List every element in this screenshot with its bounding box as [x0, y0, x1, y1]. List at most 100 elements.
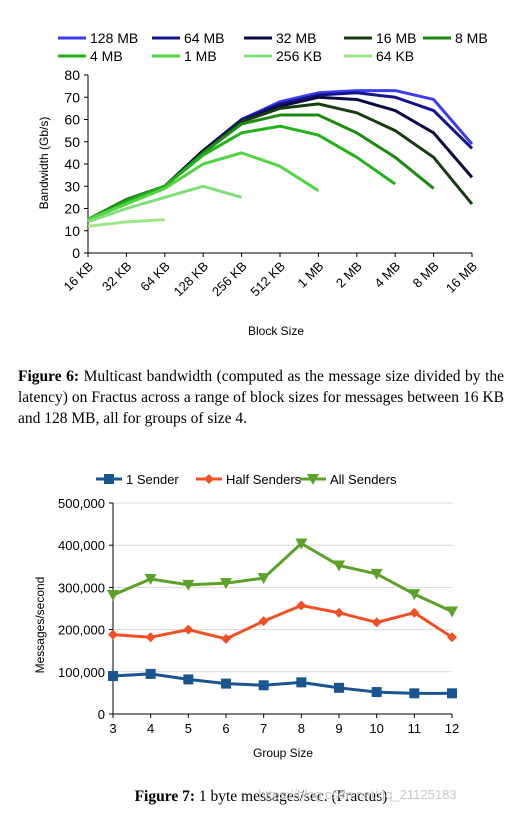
legend-label-1-sender: 1 Sender — [126, 472, 179, 487]
figure6-x-tick-label: 8 MB — [410, 259, 442, 291]
figure7-x-tick-label: 4 — [147, 721, 154, 736]
legend-label-half-senders: Half Senders — [226, 472, 302, 487]
data-point-all-senders — [333, 560, 345, 572]
series-line-64-mb — [87, 91, 474, 221]
series-line-256-kb — [87, 184, 243, 224]
data-point-all-senders — [220, 578, 232, 590]
data-point-half-senders — [145, 632, 156, 643]
figure7-x-tick-label: 10 — [369, 721, 383, 736]
data-point-half-senders — [296, 600, 307, 611]
legend-label-all-senders: All Senders — [330, 472, 397, 487]
data-point-half-senders — [447, 632, 457, 643]
data-point-1-sender — [409, 688, 420, 699]
figure7-series — [107, 538, 458, 699]
data-point-1-sender — [447, 688, 457, 699]
figure6-y-tick-label: 50 — [64, 134, 80, 150]
legend-label-4-mb: 4 MB — [90, 48, 123, 64]
data-point-all-senders — [144, 573, 157, 585]
series-line-half-senders — [112, 603, 453, 641]
figure6-x-tick-label: 2 MB — [333, 259, 365, 291]
figure7-y-tick-label: 300,000 — [58, 580, 105, 595]
data-point-all-senders — [295, 538, 308, 550]
figure6-x-tick-label: 256 KB — [209, 259, 250, 300]
legend-label-16-mb: 16 MB — [376, 30, 416, 46]
watermark-text: https://blog.csdn.net/qq_21125183 — [258, 787, 457, 802]
figure7-caption-text: 1 byte messages/sec. (Fractus) — [198, 788, 388, 805]
figure6-caption-text: Multicast bandwidth (computed as the mes… — [18, 368, 505, 427]
figure6-chart: 128 MB 64 MB 32 MB 16 MB 8 MB4 MB 1 MB 256 KB 6… — [37, 30, 488, 338]
data-point-all-senders — [257, 573, 270, 585]
figure7-y-tick-label: 500,000 — [58, 496, 105, 511]
data-point-all-senders — [370, 568, 383, 580]
figure7-x-tick-label: 5 — [185, 721, 192, 736]
figure6-x-axis-label: Block Size — [248, 324, 304, 338]
data-point-1-sender — [221, 678, 231, 689]
figure6-x-tick-label: 512 KB — [247, 259, 288, 300]
figure6-x-tick-label: 32 KB — [99, 259, 135, 295]
data-point-1-sender — [334, 682, 344, 693]
figure7-y-tick-label: 200,000 — [58, 623, 105, 638]
data-point-1-sender — [145, 668, 156, 679]
figure6-y-tick-label: 0 — [72, 245, 80, 261]
series-line-4-mb — [87, 124, 397, 221]
figure6-y-tick-label: 40 — [64, 156, 80, 172]
legend-marker-half-senders — [204, 474, 214, 484]
figure6-x-tick-label: 16 MB — [443, 259, 480, 296]
figure6-x-tick-label: 1 MB — [294, 259, 326, 291]
data-point-1-sender — [296, 677, 307, 688]
figure6-x-tick-label: 4 MB — [371, 259, 403, 291]
figure7-legend: 1 Sender Half Senders All Senders — [96, 472, 397, 487]
figure6-series — [87, 89, 474, 228]
legend-label-64-kb: 64 KB — [376, 48, 414, 64]
figure7-x-tick-label: 9 — [335, 721, 342, 736]
figure7-x-tick-label: 12 — [445, 721, 459, 736]
figure7-caption-label: Figure 7: — [134, 788, 195, 805]
data-point-half-senders — [334, 607, 344, 618]
data-point-1-sender — [108, 671, 118, 682]
series-line-64-kb — [87, 218, 165, 228]
figure7-y-tick-label: 100,000 — [58, 665, 105, 680]
figure6-y-axis-label: Bandwidth (Gb/s) — [37, 117, 51, 210]
figure6-caption: Figure 6: Multicast bandwidth (computed … — [18, 366, 504, 429]
figure7-x-tick-label: 11 — [408, 721, 422, 736]
figure6-legend: 128 MB 64 MB 32 MB 16 MB 8 MB 4 MB 1 MB 256 KB 6… — [58, 30, 488, 64]
data-point-half-senders — [409, 607, 420, 618]
data-point-1-sender — [183, 674, 194, 685]
series-line-1-mb — [87, 151, 320, 222]
data-point-half-senders — [108, 629, 118, 640]
figure6-x-tick-label: 64 KB — [137, 259, 173, 295]
series-line-1-sender — [112, 672, 452, 695]
series-line-all-senders — [112, 541, 453, 613]
figure7-y-tick-label: 0 — [98, 707, 105, 722]
data-point-half-senders — [371, 617, 382, 628]
figure7-x-tick-label: 7 — [260, 721, 267, 736]
figure6-y-tick-label: 60 — [64, 112, 80, 128]
legend-label-64-mb: 64 MB — [184, 30, 224, 46]
figure6-y-tick-label: 80 — [64, 67, 80, 83]
figure7-axes: 0 100,000 200,000 300,000 400,000 500,000 3 4 5 6… — [58, 496, 459, 736]
figure6-y-tick-label: 10 — [64, 223, 80, 239]
legend-label-1-mb: 1 MB — [184, 48, 217, 64]
figure6-x-tick-label: 16 KB — [60, 259, 96, 295]
figure6-y-tick-label: 70 — [64, 89, 80, 105]
legend-label-256-kb: 256 KB — [276, 48, 322, 64]
legend-label-8-mb: 8 MB — [455, 30, 488, 46]
data-point-all-senders — [446, 606, 458, 618]
figure7-chart: 1 Sender Half Senders All Senders 0 100,000… — [33, 472, 459, 760]
data-point-all-senders — [182, 579, 195, 591]
figure7-y-axis-label: Messages/second — [33, 577, 47, 674]
figure6-caption-label: Figure 6: — [18, 368, 80, 385]
figure6-y-tick-label: 30 — [64, 178, 80, 194]
legend-label-128-mb: 128 MB — [90, 30, 138, 46]
legend-marker-1-sender — [104, 474, 114, 484]
data-point-1-sender — [371, 687, 382, 698]
data-point-all-senders — [408, 589, 421, 601]
data-point-1-sender — [258, 680, 269, 691]
figure6-x-tick-label: 128 KB — [171, 259, 212, 300]
figure7-x-tick-label: 6 — [222, 721, 229, 736]
figure7-x-tick-label: 3 — [109, 721, 116, 736]
figure6-y-tick-label: 20 — [64, 201, 80, 217]
data-point-half-senders — [183, 624, 194, 635]
